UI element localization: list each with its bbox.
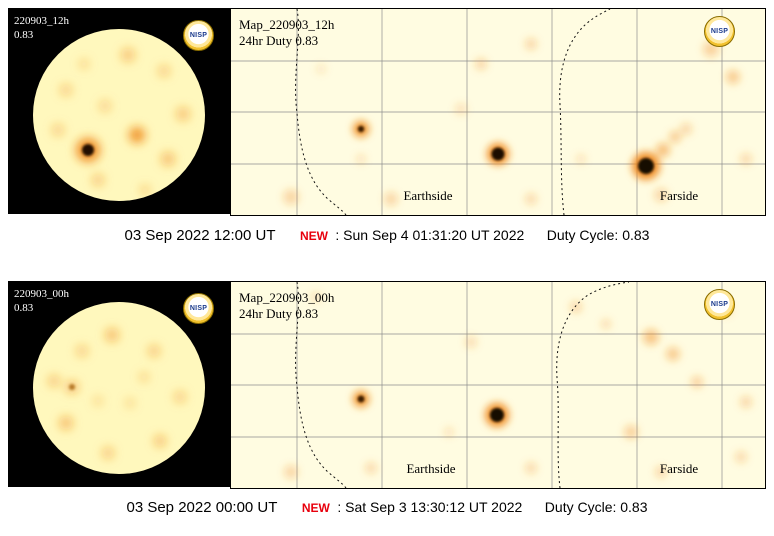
disk-duty-label: 0.83 (14, 302, 34, 314)
map-strong-regions (357, 395, 504, 422)
nisp-logo-label: NISP (189, 32, 208, 39)
nisp-logo-label: NISP (189, 305, 208, 312)
farside-map-image-00h: Map_220903_00h 24hr Duty 0.83 Earthside … (231, 282, 765, 488)
sunspot-dark-core (69, 384, 75, 390)
caption-12h: 03 Sep 2022 12:00 UT NEW : Sun Sep 4 01:… (0, 222, 774, 248)
terminator-curves (295, 282, 630, 488)
map-activity-patches (284, 292, 752, 479)
caption-date: 03 Sep 2022 12:00 UT (124, 227, 276, 244)
solar-disk (33, 302, 205, 474)
farside-map-panel-00h: Map_220903_00h 24hr Duty 0.83 Earthside … (230, 281, 766, 489)
disk-id-label: 220903_00h (14, 288, 70, 300)
active-region-patches (48, 328, 186, 459)
disk-duty-label: 0.83 (14, 29, 34, 41)
caption-00h: 03 Sep 2022 00:00 UT NEW : Sat Sep 3 13:… (0, 494, 774, 520)
disk-image-panel-12h: 220903_12h 0.83 NISP (8, 8, 230, 214)
farside-map-panel-12h: Map_220903_12h 24hr Duty 0.83 Earthside … (230, 8, 766, 216)
caption-duty-cycle: Duty Cycle: 0.83 (544, 499, 648, 515)
map-title: Map_220903_00h (239, 290, 335, 305)
earthside-label: Earthside (403, 188, 452, 203)
caption-updated-time: : Sat Sep 3 13:30:12 UT 2022 (337, 499, 523, 515)
map-duty-label: 24hr Duty 0.83 (239, 33, 318, 48)
terminator-curves (295, 9, 611, 215)
new-badge: NEW (301, 501, 330, 515)
map-title: Map_220903_12h (239, 17, 335, 32)
nisp-logo: NISP (183, 293, 214, 324)
nisp-logo-label: NISP (710, 301, 729, 308)
farside-label: Farside (660, 188, 699, 203)
map-grid (231, 282, 765, 488)
earthside-label: Earthside (406, 461, 455, 476)
nisp-logo: NISP (183, 20, 214, 51)
disk-image-panel-00h: 220903_00h 0.83 NISP (8, 281, 230, 487)
caption-date: 03 Sep 2022 00:00 UT (126, 499, 278, 516)
map-strong-regions (357, 125, 654, 174)
farside-map-image-12h: Map_220903_12h 24hr Duty 0.83 Earthside … (231, 9, 765, 215)
nisp-logo-label: NISP (710, 28, 729, 35)
active-region-patches (52, 48, 190, 195)
new-badge: NEW (299, 229, 328, 243)
disk-id-label: 220903_12h (14, 15, 70, 27)
nisp-logo: NISP (704, 289, 735, 320)
caption-duty-cycle: Duty Cycle: 0.83 (546, 227, 650, 243)
map-activity-patches (283, 38, 752, 206)
sunspot-dark-core (82, 144, 94, 156)
caption-updated-time: : Sun Sep 4 01:31:20 UT 2022 (335, 227, 525, 243)
map-duty-label: 24hr Duty 0.83 (239, 306, 318, 321)
farside-label: Farside (660, 461, 699, 476)
nisp-logo: NISP (704, 16, 735, 47)
